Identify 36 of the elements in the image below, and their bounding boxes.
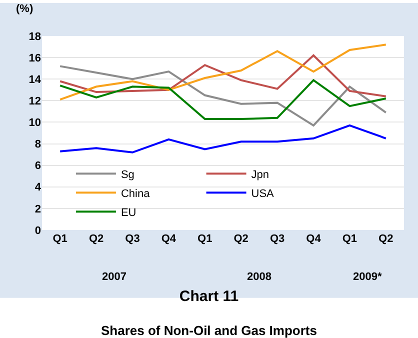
text: 2008: [247, 271, 272, 283]
x-tick-label: Q1: [198, 233, 212, 245]
legend-label: Jpn: [251, 168, 270, 181]
text: Shares of Non-Oil and Gas Imports: [101, 323, 317, 338]
x-tick-label: Q3: [270, 233, 285, 245]
text: 2007: [102, 271, 126, 283]
y-tick-label: 10: [28, 117, 41, 130]
x-tick-label: Q1: [52, 233, 68, 245]
y-tick-label: 18: [28, 30, 41, 43]
text: 2009*: [353, 271, 382, 283]
x-tick-label: Q4: [306, 233, 322, 245]
x-tick-label: Q1: [342, 233, 358, 245]
y-tick-label: 16: [28, 52, 41, 64]
y-tick-label: 12: [28, 96, 41, 108]
line-series: [59, 124, 387, 154]
line-series: [59, 79, 387, 120]
y-tick-label: 0: [34, 224, 41, 237]
line-series: [59, 54, 387, 98]
legend-label: USA: [251, 188, 275, 200]
line-series: [59, 65, 387, 126]
legend-label: Sg: [120, 168, 134, 181]
y-axis-title: (%): [16, 3, 34, 15]
y-tick-label: 14: [28, 74, 42, 86]
line-series: [59, 44, 387, 101]
legend-label: EU: [120, 206, 136, 219]
x-tick-label: Q4: [161, 233, 177, 245]
x-tick-label: Q2: [234, 233, 248, 245]
x-tick-label: Q2: [88, 233, 104, 245]
y-tick-label: 4: [34, 182, 42, 194]
x-tick-label: Q2: [378, 233, 394, 245]
legend-label: China: [120, 188, 151, 200]
y-tick-label: 6: [34, 160, 41, 172]
text: Chart 11: [179, 288, 239, 306]
y-tick-label: 8: [34, 138, 41, 151]
x-tick-label: Q3: [125, 233, 140, 245]
y-tick-label: 2: [34, 203, 41, 216]
